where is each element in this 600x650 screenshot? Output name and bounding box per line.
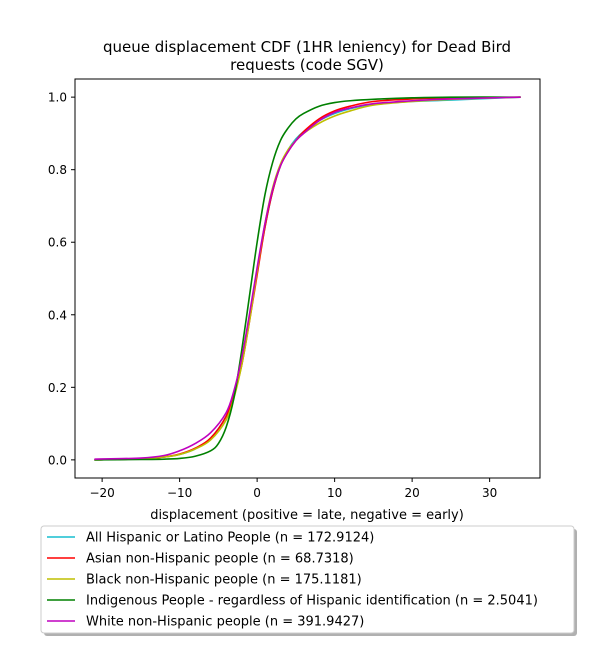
series-line-5 bbox=[94, 96, 521, 460]
x-tick-label: −10 bbox=[167, 486, 192, 500]
x-tick-label: 10 bbox=[327, 486, 342, 500]
legend-label: Indigenous People - regardless of Hispan… bbox=[86, 594, 538, 609]
y-axis-ticks: 0.0 0.2 0.4 0.6 0.8 1.0 bbox=[48, 91, 75, 467]
series-lines bbox=[94, 96, 521, 461]
chart-title: queue displacement CDF (1HR leniency) fo… bbox=[103, 38, 511, 74]
y-tick-label: 0.8 bbox=[48, 163, 67, 177]
y-tick-label: 0.4 bbox=[48, 308, 67, 322]
legend-box bbox=[40, 525, 575, 634]
chart-title-line-1: queue displacement CDF (1HR leniency) fo… bbox=[103, 38, 511, 56]
legend: All Hispanic or Latino People (n = 172.9… bbox=[40, 525, 577, 636]
y-tick-label: 0.2 bbox=[48, 381, 67, 395]
legend-label: Black non-Hispanic people (n = 175.1181) bbox=[86, 573, 362, 588]
series-line-4 bbox=[94, 96, 521, 461]
plot-frame bbox=[74, 78, 541, 479]
x-axis-ticks: −20 −10 0 10 20 30 bbox=[89, 478, 497, 500]
series-line-3 bbox=[94, 96, 521, 461]
x-tick-label: 30 bbox=[482, 486, 497, 500]
y-tick-label: 1.0 bbox=[48, 91, 67, 105]
x-tick-label: 20 bbox=[404, 486, 419, 500]
legend-label: All Hispanic or Latino People (n = 172.9… bbox=[86, 531, 374, 546]
chart-title-line-2: requests (code SGV) bbox=[230, 56, 384, 74]
x-axis-label: displacement (positive = late, negative … bbox=[150, 508, 464, 523]
legend-label: White non-Hispanic people (n = 391.9427) bbox=[86, 615, 364, 630]
series-line-1 bbox=[94, 96, 521, 461]
y-tick-label: 0.6 bbox=[48, 236, 67, 250]
series-line-2 bbox=[94, 96, 521, 461]
legend-label: Asian non-Hispanic people (n = 68.7318) bbox=[86, 552, 354, 567]
x-tick-label: 0 bbox=[253, 486, 261, 500]
y-tick-label: 0.0 bbox=[48, 453, 67, 467]
x-tick-label: −20 bbox=[89, 486, 114, 500]
